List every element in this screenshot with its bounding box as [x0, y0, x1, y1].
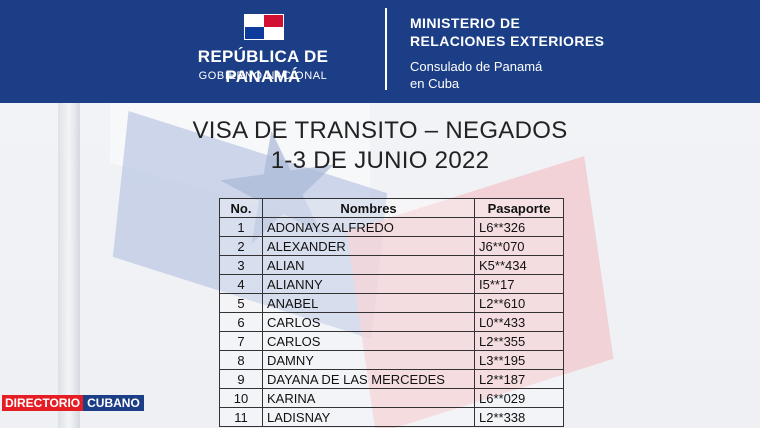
- cell-name: ALIANNY: [262, 274, 475, 294]
- cell-passport: L2**187: [474, 369, 564, 389]
- table-row: 1 ADONAYS ALFREDO L6**326: [219, 217, 564, 237]
- cell-no: 5: [219, 293, 263, 313]
- column-header-names: Nombres: [262, 198, 475, 218]
- consulate-line-1: Consulado de Panamá: [410, 59, 543, 74]
- header-divider: [385, 8, 387, 90]
- table-header-row: No. Nombres Pasaporte: [219, 198, 564, 218]
- watermark-part-2: CUBANO: [83, 395, 144, 411]
- cell-name: ANABEL: [262, 293, 475, 313]
- column-header-passport: Pasaporte: [474, 198, 564, 218]
- cell-name: DAYANA DE LAS MERCEDES: [262, 369, 475, 389]
- cell-name: ALIAN: [262, 255, 475, 275]
- cell-no: 11: [219, 407, 263, 427]
- table-row: 2 ALEXANDER J6**070: [219, 236, 564, 256]
- cell-no: 9: [219, 369, 263, 389]
- column-header-no: No.: [219, 198, 263, 218]
- government-label: GOBIERNO NACIONAL: [198, 70, 328, 82]
- consulate-name: Consulado de Panamá en Cuba: [410, 58, 542, 92]
- cell-name: LADISNAY: [262, 407, 475, 427]
- ministry-name: MINISTERIO DE RELACIONES EXTERIORES: [410, 14, 604, 50]
- cell-name: ADONAYS ALFREDO: [262, 217, 475, 237]
- ministry-line-1: MINISTERIO DE: [410, 15, 521, 31]
- cell-passport: I5**17: [474, 274, 564, 294]
- cell-passport: J6**070: [474, 236, 564, 256]
- cell-name: DAMNY: [262, 350, 475, 370]
- cell-name: CARLOS: [262, 312, 475, 332]
- cell-no: 10: [219, 388, 263, 408]
- cell-no: 1: [219, 217, 263, 237]
- cell-passport: K5**434: [474, 255, 564, 275]
- republic-name: REPÚBLICA DE PANAMÁ: [197, 47, 329, 86]
- cell-passport: L0**433: [474, 312, 564, 332]
- denied-visa-table: No. Nombres Pasaporte 1 ADONAYS ALFREDO L6…: [219, 198, 564, 427]
- cell-passport: L6**326: [474, 217, 564, 237]
- cell-no: 4: [219, 274, 263, 294]
- table-row: 11 LADISNAY L2**338: [219, 407, 564, 427]
- cell-passport: L2**610: [474, 293, 564, 313]
- watermark-part-1: DIRECTORIO: [2, 395, 84, 411]
- cell-no: 2: [219, 236, 263, 256]
- table-row: 5 ANABEL L2**610: [219, 293, 564, 313]
- panama-flag-icon: [244, 14, 284, 40]
- header-banner: REPÚBLICA DE PANAMÁ GOBIERNO NACIONAL MI…: [0, 0, 760, 103]
- table-row: 4 ALIANNY I5**17: [219, 274, 564, 294]
- cell-name: KARINA: [262, 388, 475, 408]
- table-row: 3 ALIAN K5**434: [219, 255, 564, 275]
- consulate-line-2: en Cuba: [410, 76, 460, 91]
- cell-name: ALEXANDER: [262, 236, 475, 256]
- ministry-line-2: RELACIONES EXTERIORES: [410, 33, 605, 49]
- flag-pole: [58, 0, 80, 428]
- table-row: 8 DAMNY L3**195: [219, 350, 564, 370]
- cell-passport: L6**029: [474, 388, 564, 408]
- table-row: 7 CARLOS L2**355: [219, 331, 564, 351]
- document-title: VISA DE TRANSITO – NEGADOS: [192, 117, 568, 144]
- cell-name: CARLOS: [262, 331, 475, 351]
- cell-passport: L2**355: [474, 331, 564, 351]
- cell-no: 7: [219, 331, 263, 351]
- cell-no: 8: [219, 350, 263, 370]
- directorio-cubano-watermark: DIRECTORIO CUBANO: [2, 395, 144, 411]
- cell-no: 6: [219, 312, 263, 332]
- document-date-range: 1-3 DE JUNIO 2022: [270, 147, 490, 174]
- table-row: 6 CARLOS L0**433: [219, 312, 564, 332]
- cell-passport: L3**195: [474, 350, 564, 370]
- table-row: 10 KARINA L6**029: [219, 388, 564, 408]
- cell-passport: L2**338: [474, 407, 564, 427]
- cell-no: 3: [219, 255, 263, 275]
- table-row: 9 DAYANA DE LAS MERCEDES L2**187: [219, 369, 564, 389]
